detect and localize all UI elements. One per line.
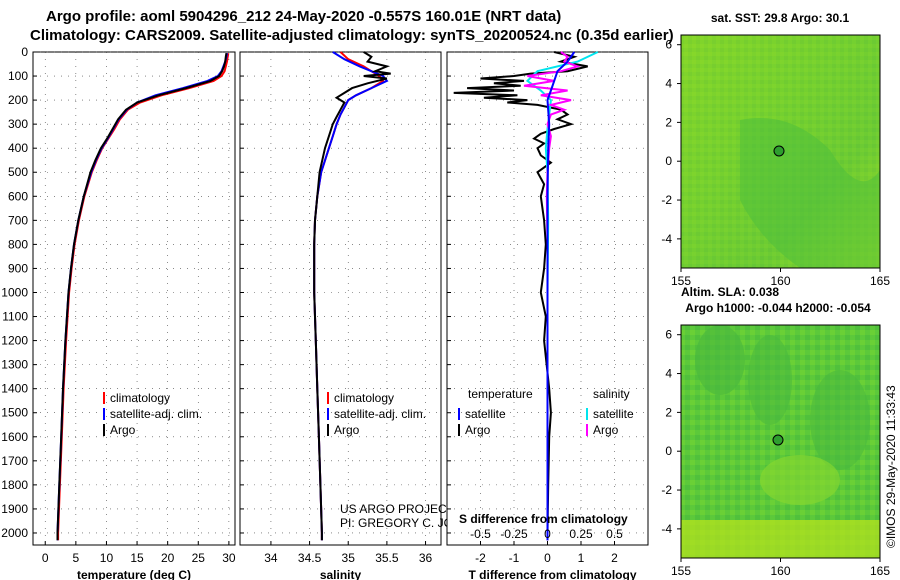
legend-label: Argo: [593, 423, 619, 437]
x-tick-label: 20: [161, 551, 175, 565]
x-tick-label: -1: [509, 551, 520, 565]
secondary-x-tick-label: 0.5: [606, 527, 623, 541]
x-tick-label: 35.5: [375, 551, 399, 565]
x-axis-label: T difference from climatology: [468, 568, 636, 580]
depth-tick-label: 1100: [2, 310, 28, 324]
map-x-tick-label: 165: [870, 564, 890, 578]
series-line-argo: [313, 51, 391, 541]
sla-map-subtitle: Argo h1000: -0.044 h2000: -0.054: [685, 301, 871, 315]
profile-panel-0: 0 5 10 15 20 25 30 temperature (deg C) climatolo…: [32, 51, 236, 580]
legend-label: Argo: [465, 423, 491, 437]
depth-tick-label: 900: [8, 261, 28, 275]
map-y-tick-label: 0: [665, 444, 672, 458]
x-axis-label: temperature (deg C): [77, 568, 191, 580]
legend-heading-salinity: salinity: [593, 387, 630, 401]
secondary-x-tick-label: 0: [544, 527, 551, 541]
depth-tick-label: 2000: [1, 526, 28, 540]
title-line-2: Climatology: CARS2009. Satellite-adjuste…: [30, 27, 674, 44]
legend-label: Argo: [110, 423, 136, 437]
panel-frame: [239, 51, 442, 546]
depth-tick-label: 0: [21, 45, 28, 59]
x-tick-label: 36: [419, 551, 433, 565]
argo-position-marker: [773, 145, 785, 157]
map-y-tick-label: -2: [661, 193, 672, 207]
argo-position-marker-2: [772, 434, 784, 446]
map-y-tick-label: -4: [661, 232, 672, 246]
x-tick-label: 15: [130, 551, 144, 565]
depth-tick-label: 700: [8, 213, 28, 227]
series-line-temperature-argo: [453, 51, 588, 541]
sst-map: sat. SST: 29.8 Argo: 30.1: [680, 11, 881, 269]
x-tick-label: 34: [264, 551, 278, 565]
depth-tick-label: 1200: [1, 334, 28, 348]
map-x-tick-label: 165: [870, 274, 890, 288]
series-line-argo: [56, 53, 228, 541]
map-x-tick-label: 155: [671, 564, 691, 578]
x-tick-label: 5: [73, 551, 80, 565]
x-axis-label: salinity: [320, 568, 362, 580]
map-y-tick-label: 4: [665, 77, 672, 91]
x-tick-label: 0: [42, 551, 49, 565]
depth-tick-label: 1300: [1, 358, 28, 372]
x-tick-label: 2: [611, 551, 618, 565]
depth-tick-label: 1600: [1, 430, 28, 444]
legend-label: satellite-adj. clim.: [110, 407, 202, 421]
sst-cool-region: [740, 118, 880, 268]
map-y-tick-label: -2: [661, 483, 672, 497]
x-tick-label: 10: [100, 551, 114, 565]
secondary-x-tick-label: -0.5: [470, 527, 491, 541]
series-line-salinity-satellite: [546, 51, 576, 541]
x-tick-label: 35: [342, 551, 356, 565]
depth-tick-label: 200: [8, 93, 28, 107]
panel-frame: [32, 51, 236, 546]
map-x-tick-label: 160: [770, 564, 790, 578]
legend-label: satellite: [465, 407, 506, 421]
title-line-1: Argo profile: aoml 5904296_212 24-May-20…: [46, 8, 561, 25]
legend-label: satellite-adj. clim.: [334, 407, 426, 421]
map-y-tick-label: -4: [661, 522, 672, 536]
depth-tick-label: 1700: [1, 454, 28, 468]
x-tick-label: 30: [222, 551, 236, 565]
depth-tick-label: 800: [8, 237, 28, 251]
map-y-tick-label: 6: [665, 38, 672, 52]
map-y-tick-label: 0: [665, 154, 672, 168]
depth-tick-label: 100: [8, 69, 28, 83]
depth-tick-label: 1900: [1, 502, 28, 516]
map-y-tick-label: 2: [665, 115, 672, 129]
legend-label: satellite: [593, 407, 634, 421]
legend-label: Argo: [334, 423, 360, 437]
x-tick-label: 0: [544, 551, 551, 565]
secondary-x-label: S difference from climatology: [459, 512, 628, 526]
profile-panel-2: -2 -1 0 1 2 T difference from climatology temp…: [446, 51, 649, 580]
x-tick-label: 1: [578, 551, 585, 565]
x-tick-label: 25: [192, 551, 206, 565]
depth-tick-label: 1400: [1, 382, 28, 396]
depth-tick-label: 500: [8, 165, 28, 179]
map-y-tick-label: 6: [665, 328, 672, 342]
x-tick-label: 34.5: [298, 551, 322, 565]
sla-map-title: Altim. SLA: 0.038: [681, 285, 779, 299]
map-x-tick-label: 155: [671, 274, 691, 288]
annotation-project: US ARGO PROJECT: [340, 502, 455, 516]
x-tick-label: -2: [475, 551, 486, 565]
depth-tick-label: 1800: [1, 478, 28, 492]
depth-tick-label: 300: [8, 117, 28, 131]
map-x-tick-label: 160: [770, 274, 790, 288]
sla-map: Altim. SLA: 0.038 Argo h1000: -0.044 h20…: [680, 285, 881, 559]
depth-tick-label: 1000: [1, 285, 28, 299]
depth-tick-label: 1500: [1, 406, 28, 420]
sst-map-title: sat. SST: 29.8 Argo: 30.1: [711, 11, 850, 25]
depth-tick-label: 400: [8, 141, 28, 155]
map-y-tick-label: 4: [665, 367, 672, 381]
credit-text: ©IMOS 29-May-2020 11:33:43: [884, 385, 898, 548]
secondary-x-tick-label: 0.25: [569, 527, 593, 541]
secondary-x-tick-label: -0.25: [500, 527, 528, 541]
legend-heading-temperature: temperature: [468, 387, 533, 401]
map-y-tick-label: 2: [665, 405, 672, 419]
depth-tick-label: 600: [8, 189, 28, 203]
legend-label: climatology: [334, 391, 394, 405]
legend-label: climatology: [110, 391, 170, 405]
